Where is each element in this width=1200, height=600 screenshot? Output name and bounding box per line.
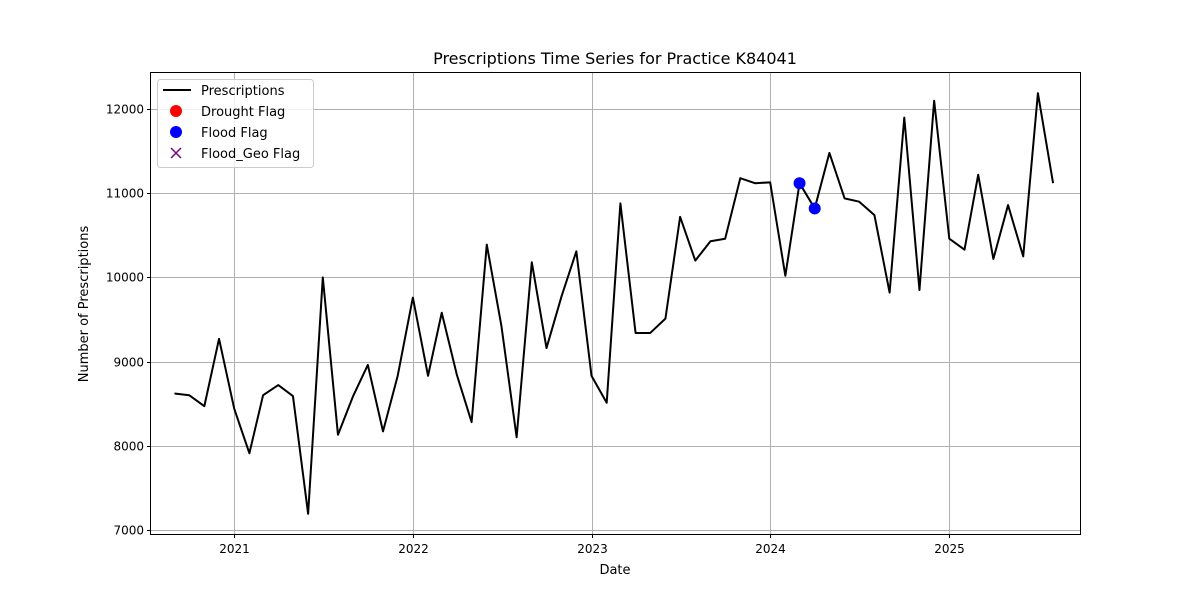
- legend-x-swatch: [170, 147, 182, 159]
- legend-dot-swatch: [170, 126, 182, 138]
- prescriptions-line: [174, 92, 1055, 515]
- flood-flag-marker: [808, 202, 821, 215]
- x-tick-label: 2025: [934, 542, 965, 556]
- y-tick-label: 7000: [113, 524, 144, 538]
- legend-label: Flood Flag: [201, 126, 268, 141]
- legend-label: Flood_Geo Flag: [201, 147, 300, 162]
- chart-title: Prescriptions Time Series for Practice K…: [433, 49, 797, 68]
- legend-box: [157, 79, 314, 168]
- y-tick-label: 8000: [113, 440, 144, 454]
- y-tick-label: 9000: [113, 356, 144, 370]
- y-tick-label: 11000: [106, 187, 144, 201]
- flood-flag-marker: [793, 177, 806, 190]
- y-tick-label: 10000: [106, 271, 144, 285]
- x-tick-label: 2021: [219, 542, 250, 556]
- legend-entry: Flood Flag: [170, 126, 268, 141]
- legend-label: Prescriptions: [201, 84, 285, 99]
- y-axis-label: Number of Prescriptions: [77, 226, 92, 383]
- legend-entry: Prescriptions: [163, 84, 285, 99]
- x-axis-label: Date: [599, 563, 630, 578]
- legend-entry: Flood_Geo Flag: [170, 147, 300, 162]
- legend-dot-swatch: [170, 105, 182, 117]
- series-layer: [174, 92, 1055, 515]
- axis-ticks: 2021 2022 2023 2024 2025 7000 8000 9000 10000 110…: [106, 103, 965, 557]
- y-tick-label: 12000: [106, 103, 144, 117]
- legend-label: Drought Flag: [201, 105, 285, 120]
- x-tick-label: 2024: [755, 542, 786, 556]
- legend-entry: Drought Flag: [170, 105, 285, 120]
- x-tick-label: 2023: [577, 542, 608, 556]
- plot-frame: [150, 72, 1081, 535]
- legend: Prescriptions Drought Flag Flood Flag Flood…: [157, 79, 314, 168]
- x-tick-label: 2022: [398, 542, 429, 556]
